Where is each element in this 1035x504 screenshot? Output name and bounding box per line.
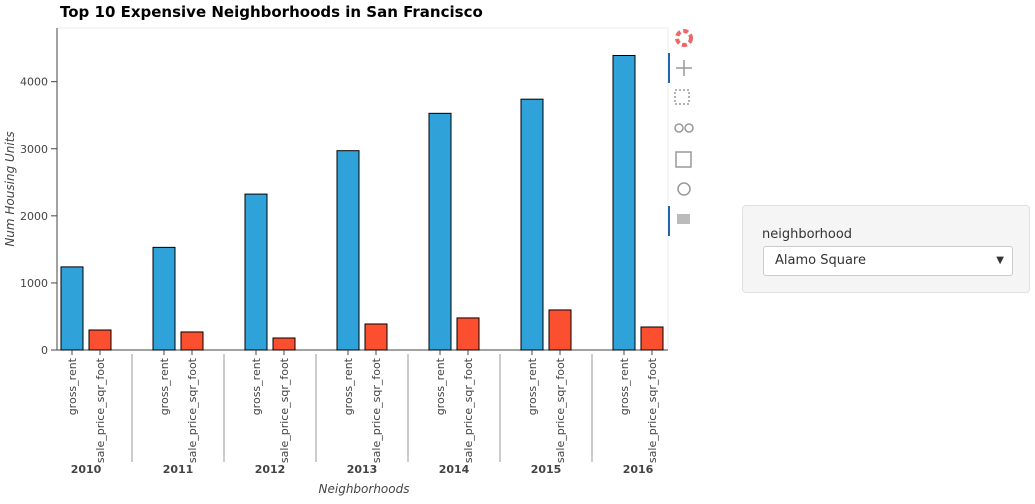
x-group-label: 2010 [71, 463, 102, 476]
y-tick-label: 1000 [20, 277, 48, 290]
reset-tool[interactable] [677, 182, 691, 196]
bar [548, 309, 572, 351]
x-subcategory-label: sale_price_sqr_foot [554, 357, 567, 463]
y-axis-label: Num Housing Units [3, 131, 17, 246]
x-group-label: 2014 [439, 463, 470, 476]
x-subcategory-label: sale_price_sqr_foot [94, 357, 107, 463]
dropdown-value: Alamo Square [775, 253, 866, 268]
x-subcategory-label: sale_price_sqr_foot [646, 357, 659, 463]
x-group-label: 2015 [531, 463, 562, 476]
x-subcategory-label: gross_rent [66, 357, 79, 415]
bar [272, 337, 296, 351]
x-subcategory-label: gross_rent [526, 357, 539, 415]
select-widget: neighborhood Alamo Square ▼ [742, 205, 1030, 293]
bar [612, 55, 636, 351]
x-group-label: 2012 [255, 463, 286, 476]
x-subcategory-label: sale_price_sqr_foot [278, 357, 291, 463]
x-subcategory-label: gross_rent [618, 357, 631, 415]
pan-tool[interactable] [676, 60, 692, 76]
x-subcategory-label: gross_rent [158, 357, 171, 415]
bar [640, 326, 664, 351]
chart: Top 10 Expensive Neighborhoods in San Fr… [3, 3, 694, 496]
x-group-label: 2016 [623, 463, 654, 476]
x-group-label: 2011 [163, 463, 194, 476]
bar [520, 98, 544, 351]
x-axis-label: Neighborhoods [319, 482, 410, 496]
y-tick-label: 4000 [20, 76, 48, 89]
hover-tool[interactable] [677, 214, 690, 224]
toolbar[interactable] [668, 29, 694, 236]
wheel-zoom-tool[interactable] [674, 123, 684, 133]
bar [244, 193, 268, 351]
widget-label: neighborhood [762, 227, 853, 242]
x-subcategory-label: sale_price_sqr_foot [462, 357, 475, 463]
chart-title: Top 10 Expensive Neighborhoods in San Fr… [60, 3, 483, 21]
wheel-zoom-tool-2 [684, 123, 694, 133]
y-tick-label: 3000 [20, 143, 48, 156]
bar [60, 266, 84, 351]
x-subcategory-label: gross_rent [342, 357, 355, 415]
bar [364, 323, 388, 351]
logo [675, 29, 693, 47]
dropdown[interactable]: Alamo Square ▼ [763, 246, 1013, 276]
x-subcategory-label: gross_rent [434, 357, 447, 415]
bar [88, 329, 112, 351]
bar [336, 150, 360, 351]
x-subcategory-label: gross_rent [250, 357, 263, 415]
bar [428, 112, 452, 351]
bar [152, 246, 176, 351]
y-tick-label: 0 [41, 344, 48, 357]
plot-frame [56, 27, 669, 351]
bar [456, 317, 480, 351]
x-group-label: 2013 [347, 463, 378, 476]
bar [180, 331, 204, 351]
x-subcategory-label: sale_price_sqr_foot [186, 357, 199, 463]
y-tick-label: 2000 [20, 210, 48, 223]
box-zoom-tool[interactable] [674, 89, 690, 105]
x-subcategory-label: sale_price_sqr_foot [370, 357, 383, 463]
dropdown-arrow: ▼ [996, 255, 1004, 266]
save-tool[interactable] [675, 151, 692, 168]
